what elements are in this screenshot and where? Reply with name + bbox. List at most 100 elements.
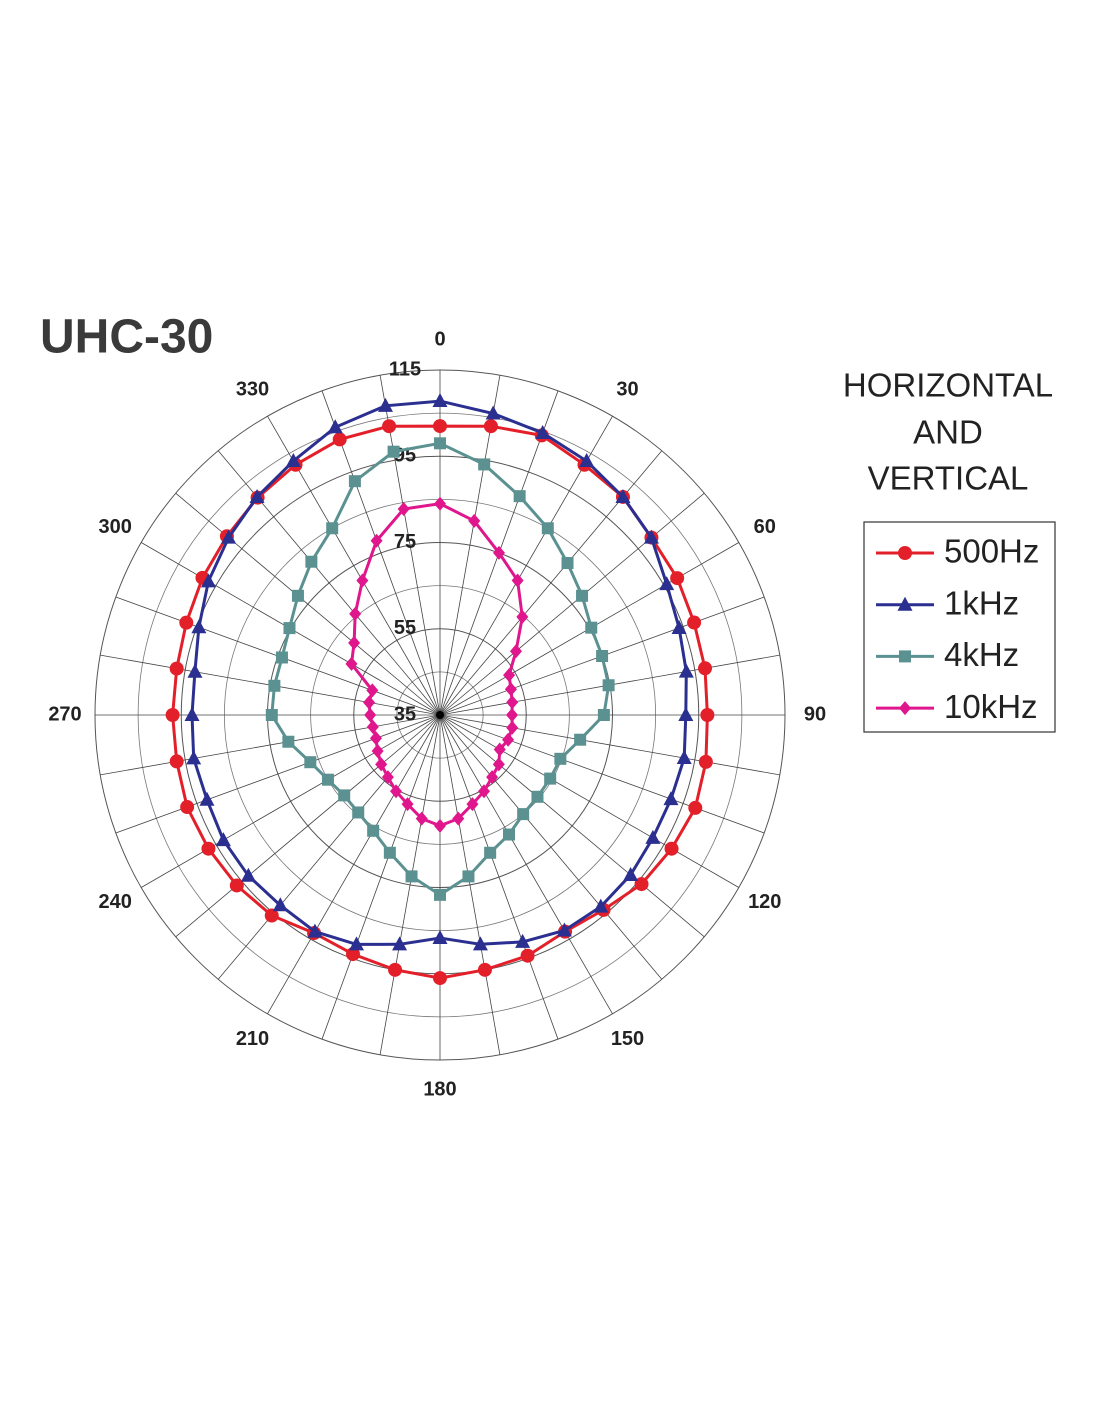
theta-tick-label: 270 — [48, 703, 81, 725]
marker — [899, 701, 911, 716]
theta-tick-label: 210 — [236, 1028, 269, 1050]
marker — [327, 419, 343, 434]
marker — [509, 644, 522, 659]
marker — [367, 824, 380, 837]
marker — [434, 496, 446, 511]
marker — [366, 683, 379, 698]
marker — [511, 573, 524, 588]
r-tick-label: 35 — [394, 703, 416, 725]
spoke — [439, 492, 705, 716]
r-tick-label: 115 — [389, 358, 421, 380]
spoke — [321, 714, 441, 1040]
marker — [201, 841, 216, 856]
subtitle: HORIZONTAL — [843, 367, 1053, 404]
marker — [504, 682, 517, 697]
marker — [199, 791, 215, 806]
marker — [338, 789, 351, 802]
marker — [375, 757, 388, 772]
marker — [434, 437, 446, 450]
marker — [579, 453, 595, 468]
marker — [377, 397, 393, 412]
marker — [688, 800, 703, 815]
marker — [348, 475, 361, 488]
marker — [593, 898, 609, 913]
marker — [698, 754, 713, 769]
marker — [349, 936, 365, 951]
marker — [432, 393, 448, 408]
marker — [433, 419, 447, 434]
marker — [645, 829, 661, 844]
marker — [307, 923, 323, 938]
center-dot — [436, 711, 444, 719]
subtitle: VERTICAL — [868, 460, 1029, 497]
marker — [381, 770, 394, 785]
subtitle: AND — [913, 414, 983, 451]
spoke — [439, 450, 663, 716]
marker — [370, 533, 383, 548]
marker — [503, 828, 515, 841]
marker — [349, 606, 362, 621]
marker — [392, 936, 408, 951]
marker — [535, 424, 551, 439]
marker — [215, 832, 231, 847]
marker — [240, 867, 256, 882]
series-line — [190, 399, 688, 946]
marker — [268, 679, 281, 692]
marker — [388, 962, 403, 977]
marker — [184, 707, 200, 721]
theta-tick-label: 120 — [748, 891, 781, 913]
marker — [200, 573, 216, 588]
marker — [363, 695, 376, 710]
marker — [472, 936, 488, 951]
marker — [285, 453, 301, 468]
marker — [345, 947, 360, 962]
spoke — [439, 714, 501, 1055]
marker — [503, 668, 516, 683]
marker — [345, 656, 358, 671]
marker — [687, 615, 702, 630]
theta-tick-label: 0 — [434, 328, 445, 350]
marker — [897, 596, 913, 611]
marker — [485, 405, 501, 420]
marker — [180, 800, 195, 815]
marker — [544, 772, 557, 785]
marker — [554, 752, 567, 765]
marker — [304, 756, 317, 769]
r-tick-label: 55 — [394, 617, 416, 639]
marker — [556, 922, 572, 937]
spoke — [175, 714, 441, 938]
marker — [561, 557, 574, 570]
marker — [371, 744, 384, 759]
marker — [899, 650, 911, 663]
marker — [272, 897, 288, 912]
spoke — [115, 714, 441, 834]
marker — [585, 621, 598, 634]
spoke — [439, 714, 613, 1014]
spoke — [439, 714, 663, 980]
marker — [898, 546, 912, 560]
spoke — [100, 714, 441, 776]
marker — [433, 971, 447, 986]
theta-tick-label: 30 — [616, 379, 638, 401]
marker — [602, 679, 615, 692]
marker — [506, 708, 519, 722]
marker — [383, 846, 396, 859]
marker — [634, 877, 649, 892]
marker — [477, 962, 492, 977]
theta-tick-label: 60 — [754, 516, 776, 538]
marker — [516, 609, 529, 624]
marker — [670, 571, 685, 586]
legend-label: 10kHz — [944, 688, 1038, 725]
spoke — [439, 714, 780, 776]
marker — [520, 948, 535, 963]
marker — [466, 797, 479, 812]
marker — [623, 866, 639, 881]
marker — [169, 754, 184, 769]
marker — [283, 622, 296, 635]
marker — [434, 818, 446, 833]
marker — [515, 933, 531, 948]
marker — [165, 708, 180, 722]
marker — [291, 589, 304, 602]
marker — [517, 808, 530, 821]
marker — [321, 773, 334, 786]
